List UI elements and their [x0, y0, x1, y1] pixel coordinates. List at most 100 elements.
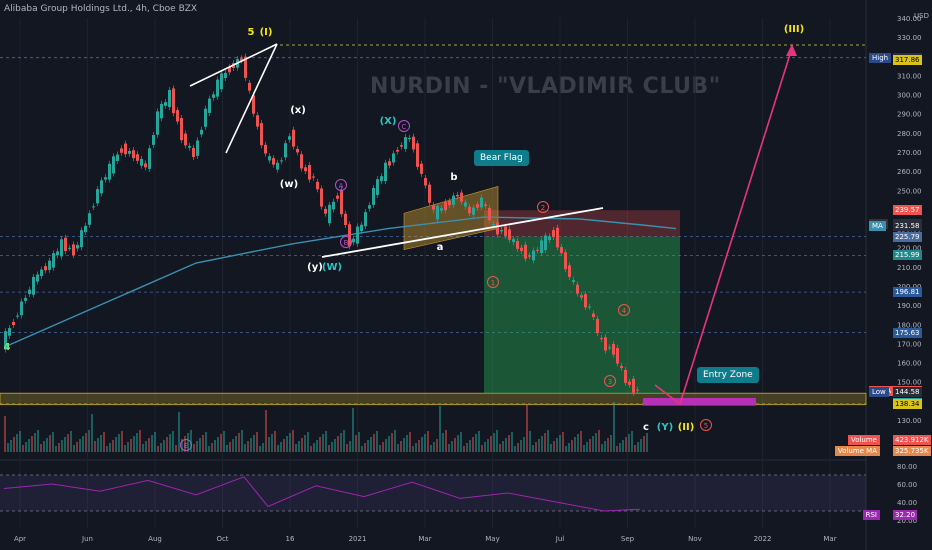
- candle-body: [496, 222, 499, 235]
- candle-body: [112, 156, 115, 174]
- candle-body: [316, 181, 319, 190]
- volume-bar: [643, 436, 645, 452]
- candle-body: [432, 205, 435, 210]
- candle-body: [212, 94, 215, 98]
- price-tag-value: 225.79: [893, 231, 922, 242]
- candle-body: [408, 137, 411, 139]
- volume-bar: [178, 412, 180, 452]
- candle-body: [376, 179, 379, 195]
- volume-bar: [118, 434, 120, 452]
- indicator-tag-value: 423.912K: [893, 435, 931, 445]
- volume-bar: [646, 433, 648, 452]
- wave-label-purple-circle: [335, 179, 347, 191]
- x-tick-label: 16: [286, 535, 295, 543]
- x-tick-label: May: [485, 535, 499, 543]
- candle-body: [184, 133, 187, 146]
- price-tag-label: Low: [869, 387, 889, 398]
- volume-bar: [376, 431, 378, 452]
- volume-bar: [346, 444, 348, 452]
- candle-body: [216, 79, 219, 97]
- candle-body: [356, 226, 359, 244]
- volume-bar: [616, 446, 618, 452]
- volume-bar: [229, 442, 231, 452]
- candle-body: [560, 246, 563, 254]
- volume-bar: [406, 435, 408, 452]
- candle-body: [492, 223, 495, 226]
- candle-body: [244, 56, 247, 78]
- candle-body: [420, 163, 423, 174]
- volume-bar: [580, 431, 582, 452]
- candle-body: [32, 276, 35, 295]
- volume-bar: [421, 437, 423, 452]
- volume-bar: [379, 445, 381, 452]
- indicator-tag-label: Volume MA: [834, 446, 880, 456]
- candle-body: [460, 192, 463, 202]
- volume-bar: [565, 446, 567, 452]
- y-tick-label: 280.00: [897, 130, 922, 138]
- candle-body: [56, 251, 59, 256]
- volume-bar: [466, 443, 468, 452]
- candle-body: [448, 201, 451, 206]
- candle-body: [360, 224, 363, 232]
- rsi-line: [3, 476, 641, 512]
- bear-flag-callout: Bear Flag: [474, 150, 529, 166]
- candle-body: [320, 188, 323, 207]
- candle-body: [116, 154, 119, 161]
- volume-bar: [301, 438, 303, 452]
- volume-bar: [43, 441, 45, 452]
- volume-bar: [220, 434, 222, 452]
- candle-body: [612, 343, 615, 355]
- volume-bar: [40, 444, 42, 452]
- volume-bar: [19, 431, 21, 452]
- volume-bar: [553, 441, 555, 452]
- volume-bar: [511, 432, 513, 452]
- volume-bar: [88, 430, 90, 452]
- volume-bar: [445, 430, 447, 452]
- candle-body: [164, 102, 167, 106]
- volume-bar: [328, 445, 330, 452]
- volume-bar: [493, 433, 495, 452]
- volume-bar: [607, 438, 609, 452]
- entry-zone-callout: Entry Zone: [697, 367, 759, 383]
- volume-bar: [622, 440, 624, 452]
- volume-bar: [541, 436, 543, 452]
- volume-bar: [25, 442, 27, 452]
- volume-bar: [82, 436, 84, 452]
- volume-bar: [211, 443, 213, 452]
- candle-body: [308, 165, 311, 180]
- volume-bar: [241, 430, 243, 452]
- wave-label-red: 2: [541, 204, 545, 212]
- volume-bar: [106, 446, 108, 452]
- volume-bar: [181, 439, 183, 452]
- volume-bar: [331, 442, 333, 452]
- candle-body: [312, 176, 315, 178]
- volume-bar: [412, 446, 414, 452]
- volume-bar: [619, 443, 621, 452]
- currency-label: USD: [914, 12, 929, 20]
- candle-body: [556, 227, 559, 248]
- volume-bar: [22, 445, 24, 452]
- volume-bar: [169, 434, 171, 452]
- price-tag-value: 138.34: [893, 399, 922, 410]
- candle-body: [304, 167, 307, 172]
- wave-label-white: a: [437, 242, 444, 253]
- volume-bar: [112, 440, 114, 452]
- candle-body: [572, 280, 575, 282]
- rsi-y-tick-label: 60.00: [897, 481, 917, 489]
- candle-body: [136, 154, 139, 161]
- volume-bar: [352, 408, 354, 452]
- volume-bar: [295, 444, 297, 452]
- rsi-band: [0, 475, 866, 511]
- volume-bar: [13, 437, 15, 452]
- volume-bar: [505, 438, 507, 452]
- volume-bar: [415, 443, 417, 452]
- candle-body: [600, 338, 603, 340]
- candle-body: [412, 136, 415, 150]
- volume-bar: [574, 437, 576, 452]
- x-tick-label: Nov: [688, 535, 702, 543]
- candle-body: [436, 206, 439, 220]
- volume-bar: [136, 433, 138, 452]
- price-tag-value: 215.99: [893, 250, 922, 261]
